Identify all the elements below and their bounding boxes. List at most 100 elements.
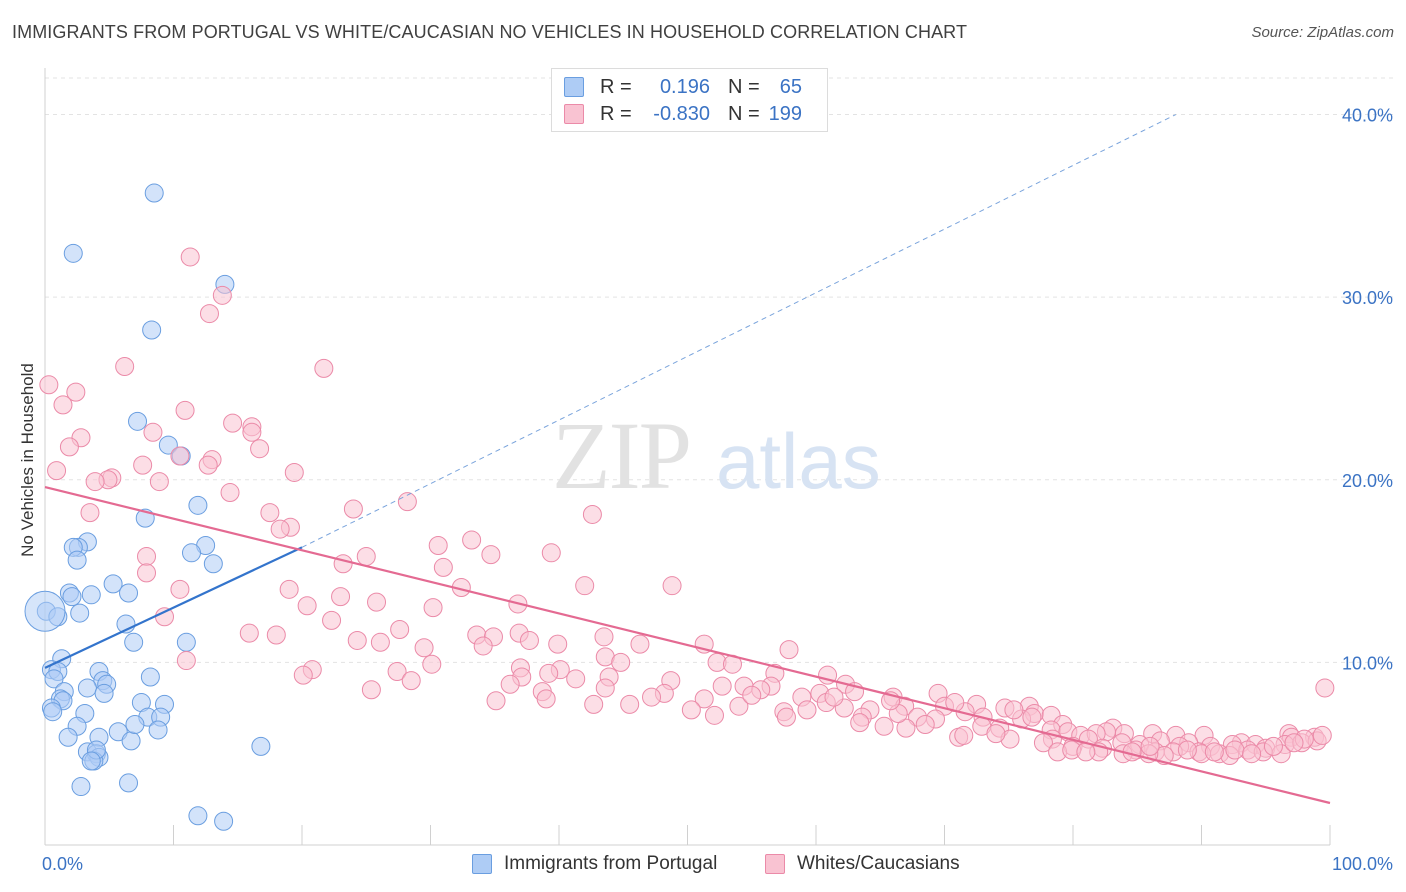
data-point (712, 676, 732, 696)
data-point (188, 495, 208, 515)
data-point (266, 625, 286, 645)
data-point (44, 669, 64, 689)
data-point (176, 632, 196, 652)
data-point (611, 652, 631, 672)
data-point (575, 576, 595, 596)
data-point (595, 678, 615, 698)
data-point (119, 773, 139, 793)
data-point (133, 455, 153, 475)
trend-line-whites (44, 485, 1331, 805)
legend-row-whites: R = -0.830 N = 199 (564, 102, 802, 126)
data-point (67, 550, 87, 570)
data-point (729, 696, 749, 716)
data-point (642, 687, 662, 707)
data-point (181, 543, 201, 563)
y-tick-label: 40.0% (1342, 106, 1393, 126)
data-point (125, 714, 145, 734)
data-point (630, 634, 650, 654)
data-point (428, 536, 448, 556)
data-point (1263, 736, 1283, 756)
data-point (176, 651, 196, 671)
data-point (260, 503, 280, 523)
data-point (433, 557, 453, 577)
data-point (81, 585, 101, 605)
bottom-legend-whites: Whites/Caucasians (765, 852, 960, 876)
data-point (662, 576, 682, 596)
data-point (137, 563, 157, 583)
trend-line-portugal-extension (301, 114, 1177, 548)
data-point (297, 596, 317, 616)
data-point (175, 400, 195, 420)
y-tick-label: 30.0% (1342, 288, 1393, 308)
data-point (390, 620, 410, 640)
data-point (1204, 742, 1224, 762)
data-point (119, 583, 139, 603)
data-point (779, 640, 799, 660)
data-point (251, 736, 271, 756)
data-point (140, 667, 160, 687)
data-point (539, 663, 559, 683)
data-point (143, 422, 163, 442)
trend-line-portugal (44, 546, 303, 669)
data-point (1312, 725, 1332, 745)
data-point (367, 592, 387, 612)
data-point (66, 382, 86, 402)
data-point (121, 731, 141, 751)
x-tick-label: 0.0% (42, 854, 83, 874)
data-point (333, 554, 353, 574)
bottom-legend-label-whites: Whites/Caucasians (797, 853, 960, 874)
data-point (71, 777, 91, 797)
data-point (1284, 733, 1304, 753)
data-point (250, 439, 270, 459)
data-point (681, 700, 701, 720)
y-axis-label: No Vehicles in Household (18, 363, 37, 557)
data-point (1033, 733, 1053, 753)
data-point (361, 680, 381, 700)
data-point (148, 720, 168, 740)
data-point (239, 623, 259, 643)
data-point (874, 716, 894, 736)
data-point (462, 530, 482, 550)
data-point (77, 678, 97, 698)
data-point (594, 627, 614, 647)
data-point (481, 545, 501, 565)
data-point (43, 702, 63, 722)
data-point (1242, 744, 1262, 764)
data-point (343, 499, 363, 519)
data-point (279, 579, 299, 599)
data-point (203, 554, 223, 574)
data-point (1177, 740, 1197, 760)
data-point (387, 662, 407, 682)
data-point (566, 669, 586, 689)
legend-r-value: 0.196 (659, 75, 710, 98)
data-point-large (24, 590, 66, 632)
bottom-legend-portugal: Immigrants from Portugal (472, 852, 717, 876)
data-point (356, 546, 376, 566)
data-point (214, 811, 234, 831)
source-label: Source: ZipAtlas.com (1251, 24, 1394, 41)
data-point (198, 455, 218, 475)
points-immigrants-from-portugal (24, 183, 271, 831)
data-point (242, 422, 262, 442)
legend-n-label: N = (728, 102, 760, 125)
legend-swatch-whites (564, 104, 584, 124)
data-point (797, 700, 817, 720)
bottom-legend-swatch-portugal (472, 854, 492, 874)
y-tick-label: 10.0% (1342, 653, 1393, 673)
data-point (1004, 700, 1024, 720)
data-point (986, 724, 1006, 744)
data-point (80, 503, 100, 523)
data-point (63, 243, 83, 263)
data-point (694, 689, 714, 709)
data-point (158, 435, 178, 455)
data-point (137, 546, 157, 566)
data-point (108, 722, 128, 742)
trend-lines (44, 114, 1331, 805)
watermark-zip: ZIP (552, 402, 690, 509)
data-point (47, 461, 67, 481)
data-point (486, 691, 506, 711)
data-point (85, 472, 105, 492)
data-point (142, 320, 162, 340)
data-point (1315, 678, 1335, 698)
